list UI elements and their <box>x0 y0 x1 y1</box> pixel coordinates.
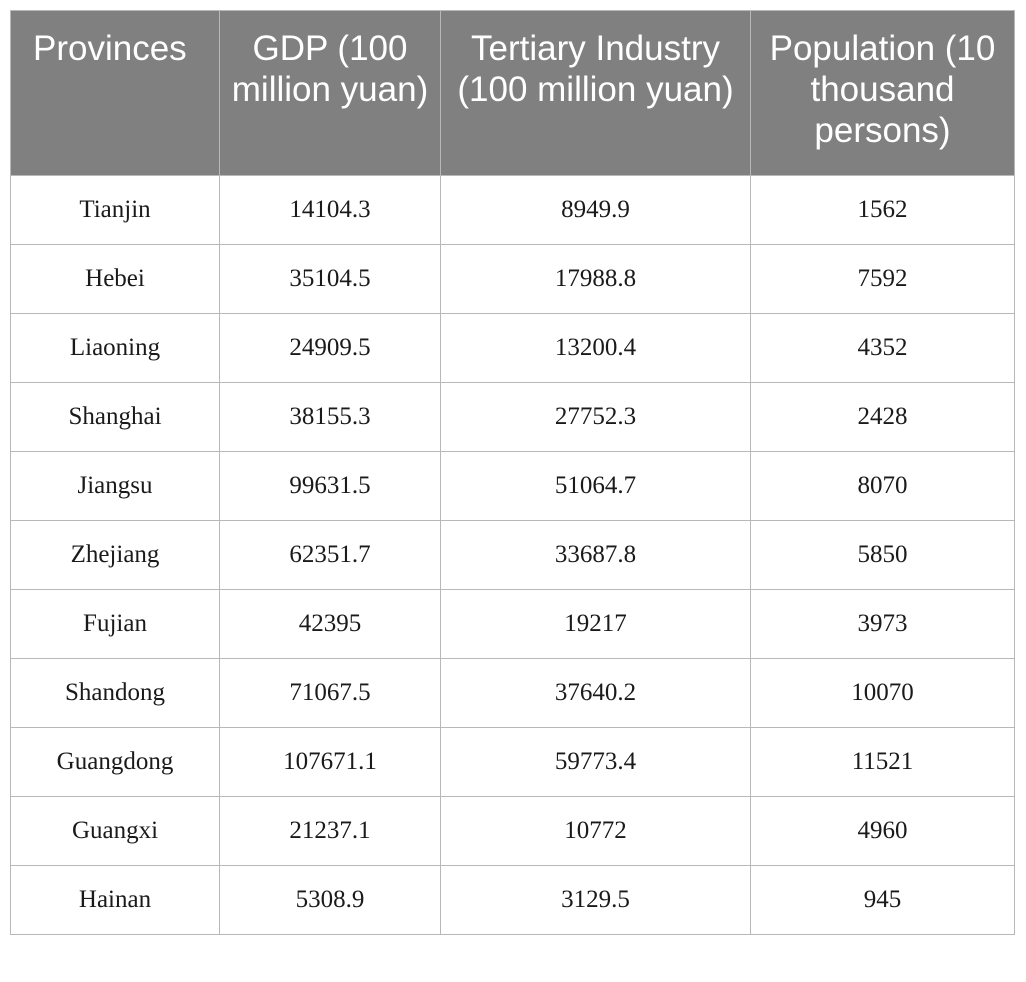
tertiary-industry-cell: 19217 <box>440 589 751 659</box>
province-cell: Guangxi <box>10 796 220 866</box>
gdp-cell: 21237.1 <box>219 796 441 866</box>
gdp-cell: 62351.7 <box>219 520 441 590</box>
tertiary-industry-cell: 33687.8 <box>440 520 751 590</box>
gdp-cell: 24909.5 <box>219 313 441 383</box>
table-row: Guangdong 107671.1 59773.4 11521 <box>10 727 1015 797</box>
province-cell: Fujian <box>10 589 220 659</box>
table-body: Tianjin 14104.3 8949.9 1562 Hebei 35104.5 1798… <box>10 175 1015 935</box>
province-cell: Hebei <box>10 244 220 314</box>
table-header: Provinces GDP (100 million yuan) Tertiar… <box>10 10 1015 176</box>
province-cell: Guangdong <box>10 727 220 797</box>
province-cell: Zhejiang <box>10 520 220 590</box>
province-cell: Jiangsu <box>10 451 220 521</box>
population-cell: 5850 <box>750 520 1015 590</box>
data-table-container: Provinces GDP (100 million yuan) Tertiar… <box>10 10 1015 935</box>
population-cell: 11521 <box>750 727 1015 797</box>
gdp-cell: 42395 <box>219 589 441 659</box>
table-row: Hainan 5308.9 3129.5 945 <box>10 865 1015 935</box>
tertiary-industry-cell: 13200.4 <box>440 313 751 383</box>
tertiary-industry-cell: 10772 <box>440 796 751 866</box>
column-header-gdp: GDP (100 million yuan) <box>219 10 441 176</box>
table-row: Fujian 42395 19217 3973 <box>10 589 1015 659</box>
tertiary-industry-cell: 59773.4 <box>440 727 751 797</box>
table-row: Hebei 35104.5 17988.8 7592 <box>10 244 1015 314</box>
gdp-cell: 99631.5 <box>219 451 441 521</box>
population-cell: 3973 <box>750 589 1015 659</box>
province-cell: Shanghai <box>10 382 220 452</box>
header-row: Provinces GDP (100 million yuan) Tertiar… <box>10 10 1015 176</box>
table-row: Shanghai 38155.3 27752.3 2428 <box>10 382 1015 452</box>
province-cell: Liaoning <box>10 313 220 383</box>
population-cell: 1562 <box>750 175 1015 245</box>
tertiary-industry-cell: 51064.7 <box>440 451 751 521</box>
population-cell: 7592 <box>750 244 1015 314</box>
table-row: Zhejiang 62351.7 33687.8 5850 <box>10 520 1015 590</box>
column-header-tertiary-industry: Tertiary Industry (100 million yuan) <box>440 10 751 176</box>
province-cell: Tianjin <box>10 175 220 245</box>
gdp-cell: 35104.5 <box>219 244 441 314</box>
gdp-cell: 71067.5 <box>219 658 441 728</box>
column-header-population: Population (10 thousand persons) <box>750 10 1015 176</box>
tertiary-industry-cell: 8949.9 <box>440 175 751 245</box>
tertiary-industry-cell: 37640.2 <box>440 658 751 728</box>
population-cell: 8070 <box>750 451 1015 521</box>
province-cell: Shandong <box>10 658 220 728</box>
population-cell: 4352 <box>750 313 1015 383</box>
table-row: Liaoning 24909.5 13200.4 4352 <box>10 313 1015 383</box>
tertiary-industry-cell: 17988.8 <box>440 244 751 314</box>
table-row: Tianjin 14104.3 8949.9 1562 <box>10 175 1015 245</box>
population-cell: 2428 <box>750 382 1015 452</box>
gdp-cell: 107671.1 <box>219 727 441 797</box>
province-economic-table: Provinces GDP (100 million yuan) Tertiar… <box>10 10 1015 935</box>
province-cell: Hainan <box>10 865 220 935</box>
gdp-cell: 14104.3 <box>219 175 441 245</box>
table-row: Shandong 71067.5 37640.2 10070 <box>10 658 1015 728</box>
population-cell: 10070 <box>750 658 1015 728</box>
population-cell: 945 <box>750 865 1015 935</box>
population-cell: 4960 <box>750 796 1015 866</box>
table-row: Jiangsu 99631.5 51064.7 8070 <box>10 451 1015 521</box>
table-row: Guangxi 21237.1 10772 4960 <box>10 796 1015 866</box>
gdp-cell: 5308.9 <box>219 865 441 935</box>
tertiary-industry-cell: 27752.3 <box>440 382 751 452</box>
tertiary-industry-cell: 3129.5 <box>440 865 751 935</box>
gdp-cell: 38155.3 <box>219 382 441 452</box>
column-header-provinces: Provinces <box>10 10 220 176</box>
